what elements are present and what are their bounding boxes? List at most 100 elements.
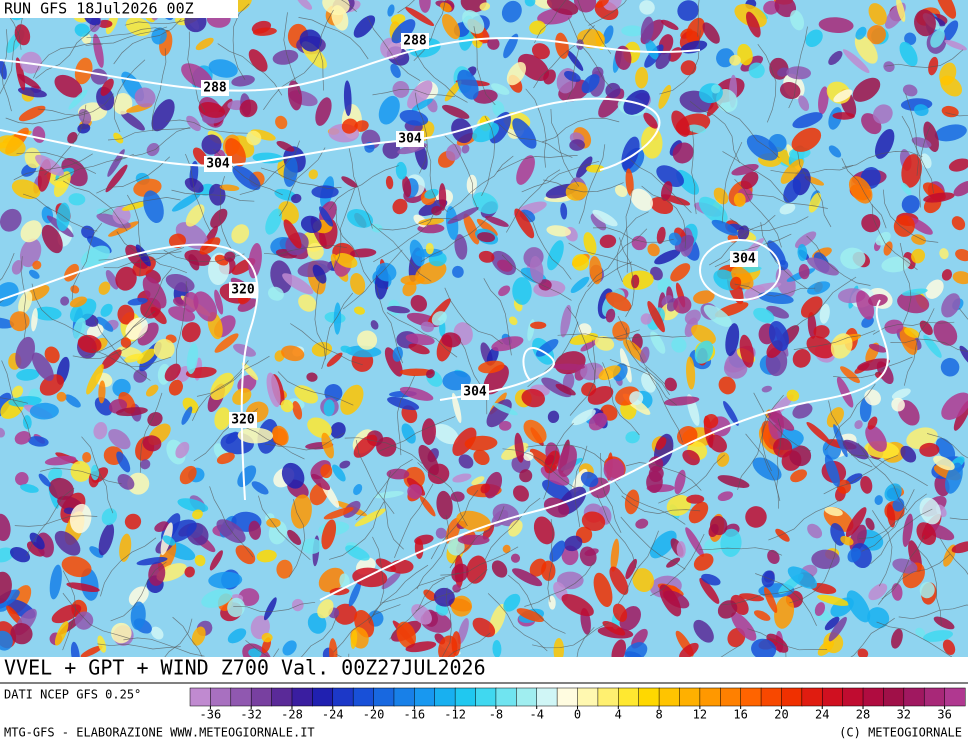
colorbar-swatch bbox=[883, 687, 905, 707]
colorbar-swatch bbox=[312, 687, 334, 707]
vvel-blob bbox=[484, 215, 509, 227]
vvel-blob bbox=[208, 59, 238, 78]
vvel-blob bbox=[915, 627, 926, 637]
vvel-blob bbox=[911, 248, 926, 264]
vvel-blob bbox=[904, 327, 920, 338]
vvel-blob bbox=[672, 142, 694, 164]
streamline bbox=[329, 501, 385, 560]
streamline bbox=[602, 362, 640, 436]
vvel-blob bbox=[798, 263, 810, 280]
colorbar-swatch bbox=[189, 687, 211, 707]
vvel-blob bbox=[580, 362, 604, 381]
vvel-blob bbox=[15, 472, 29, 486]
vvel-blob bbox=[18, 105, 46, 122]
vvel-blob bbox=[635, 518, 649, 529]
vvel-blob bbox=[846, 590, 871, 623]
vvel-blob bbox=[561, 594, 594, 617]
vvel-blob bbox=[589, 255, 603, 285]
colorbar-swatch bbox=[536, 687, 558, 707]
vvel-blob bbox=[671, 110, 690, 137]
vvel-blob bbox=[0, 208, 22, 232]
vvel-blob bbox=[208, 571, 243, 589]
streamline bbox=[484, 497, 541, 561]
streamline bbox=[508, 574, 566, 634]
contour-line bbox=[319, 299, 889, 601]
streamline bbox=[415, 569, 488, 612]
streamline bbox=[416, 514, 450, 590]
streamline bbox=[602, 335, 687, 339]
streamline bbox=[945, 112, 968, 117]
vvel-blob bbox=[53, 171, 71, 198]
contour-line bbox=[0, 243, 259, 501]
colorbar-swatch bbox=[475, 687, 497, 707]
streamline bbox=[857, 442, 908, 511]
vvel-blob bbox=[837, 479, 851, 494]
vvel-blob bbox=[664, 377, 677, 392]
streamline bbox=[532, 622, 610, 649]
vvel-blob bbox=[710, 515, 728, 536]
map-title: VVEL + GPT + WIND Z700 Val. 00Z27JUL2026 bbox=[4, 656, 486, 680]
vvel-blob bbox=[807, 281, 831, 295]
streamline bbox=[734, 179, 782, 248]
run-label: RUN GFS 18Jul2026 00Z bbox=[4, 0, 194, 18]
vvel-blob bbox=[322, 0, 350, 16]
vvel-blob bbox=[391, 19, 416, 44]
vvel-blob bbox=[208, 183, 226, 206]
vvel-blob bbox=[624, 489, 640, 515]
vvel-blob bbox=[77, 123, 91, 134]
vvel-blob bbox=[836, 376, 854, 408]
vvel-blob bbox=[940, 357, 960, 377]
vvel-blob bbox=[281, 462, 305, 489]
vvel-blob bbox=[543, 69, 556, 85]
colorbar-swatch bbox=[923, 687, 946, 707]
streamline bbox=[526, 444, 606, 463]
vvel-blob bbox=[73, 317, 86, 340]
vvel-blob bbox=[80, 645, 103, 657]
streamline bbox=[505, 169, 561, 233]
vvel-blob bbox=[266, 518, 281, 528]
streamline bbox=[823, 454, 898, 495]
vvel-blob bbox=[130, 601, 146, 630]
vvel-blob bbox=[387, 396, 420, 411]
contour-label-box bbox=[461, 384, 489, 400]
streamline bbox=[709, 214, 776, 266]
streamline bbox=[543, 422, 574, 500]
streamline bbox=[0, 397, 28, 404]
streamline bbox=[5, 110, 88, 125]
vvel-blob bbox=[570, 276, 590, 294]
vvel-blob bbox=[392, 198, 408, 215]
streamline bbox=[497, 122, 573, 158]
vvel-blob bbox=[688, 501, 709, 524]
vvel-blob bbox=[686, 17, 705, 44]
vvel-blob bbox=[911, 234, 927, 245]
vvel-blob bbox=[461, 144, 470, 154]
vvel-blob bbox=[854, 420, 863, 430]
vvel-blob bbox=[405, 7, 435, 26]
streamline bbox=[457, 336, 488, 415]
streamline bbox=[96, 156, 171, 194]
vvel-blob bbox=[641, 126, 663, 159]
streamline bbox=[62, 570, 76, 651]
vvel-blob bbox=[666, 557, 681, 568]
vvel-blob bbox=[320, 464, 333, 479]
streamline bbox=[196, 355, 270, 397]
vvel-blob bbox=[181, 322, 201, 343]
streamline bbox=[543, 179, 624, 193]
contour-label: 320 bbox=[231, 413, 255, 428]
vvel-blob bbox=[214, 289, 224, 315]
vvel-blob bbox=[717, 475, 750, 488]
vvel-blob bbox=[227, 628, 247, 644]
streamline bbox=[123, 637, 205, 657]
vvel-blob bbox=[227, 597, 245, 618]
streamline bbox=[417, 137, 448, 213]
streamline bbox=[85, 310, 156, 357]
vvel-blob bbox=[44, 455, 77, 466]
vvel-blob bbox=[332, 464, 346, 482]
vvel-blob bbox=[725, 323, 740, 357]
vvel-blob bbox=[694, 340, 714, 364]
vvel-blob bbox=[896, 0, 906, 22]
colorbar-swatch bbox=[352, 687, 375, 707]
streamline bbox=[0, 252, 15, 281]
colorbar-swatch bbox=[393, 687, 415, 707]
vvel-blob bbox=[531, 43, 550, 60]
